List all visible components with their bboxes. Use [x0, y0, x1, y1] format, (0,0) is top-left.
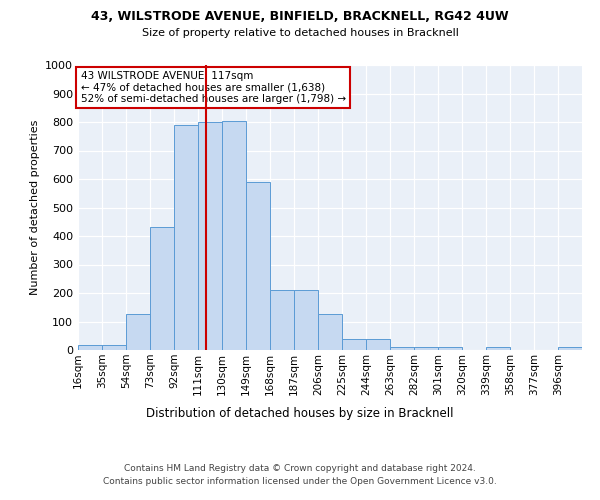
- Bar: [366, 338, 390, 350]
- Bar: [390, 346, 414, 350]
- Bar: [438, 346, 462, 350]
- Text: 43, WILSTRODE AVENUE, BINFIELD, BRACKNELL, RG42 4UW: 43, WILSTRODE AVENUE, BINFIELD, BRACKNEL…: [91, 10, 509, 23]
- Bar: [78, 345, 102, 350]
- Y-axis label: Number of detached properties: Number of detached properties: [29, 120, 40, 295]
- Bar: [318, 314, 342, 350]
- Bar: [294, 290, 318, 350]
- Bar: [150, 228, 174, 350]
- Bar: [222, 120, 246, 350]
- Bar: [558, 347, 582, 350]
- Text: 43 WILSTRODE AVENUE: 117sqm
← 47% of detached houses are smaller (1,638)
52% of : 43 WILSTRODE AVENUE: 117sqm ← 47% of det…: [80, 70, 346, 104]
- Bar: [414, 346, 438, 350]
- Text: Contains public sector information licensed under the Open Government Licence v3: Contains public sector information licen…: [103, 478, 497, 486]
- Text: Size of property relative to detached houses in Bracknell: Size of property relative to detached ho…: [142, 28, 458, 38]
- Bar: [246, 182, 270, 350]
- Bar: [270, 290, 294, 350]
- Bar: [486, 346, 510, 350]
- Bar: [174, 125, 198, 350]
- Bar: [198, 122, 222, 350]
- Text: Distribution of detached houses by size in Bracknell: Distribution of detached houses by size …: [146, 408, 454, 420]
- Bar: [126, 314, 150, 350]
- Bar: [342, 338, 366, 350]
- Text: Contains HM Land Registry data © Crown copyright and database right 2024.: Contains HM Land Registry data © Crown c…: [124, 464, 476, 473]
- Bar: [102, 345, 126, 350]
